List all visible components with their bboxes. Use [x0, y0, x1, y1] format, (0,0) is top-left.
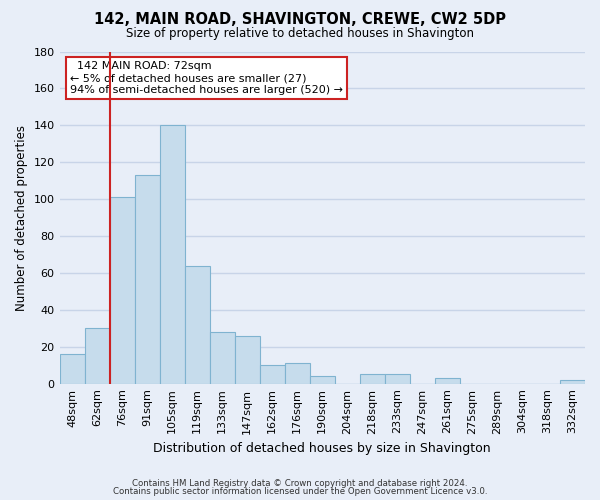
Bar	[59, 354, 85, 384]
Text: 142 MAIN ROAD: 72sqm  
← 5% of detached houses are smaller (27)
94% of semi-deta: 142 MAIN ROAD: 72sqm ← 5% of detached ho…	[70, 62, 343, 94]
Text: Size of property relative to detached houses in Shavington: Size of property relative to detached ho…	[126, 28, 474, 40]
Bar	[260, 365, 285, 384]
Y-axis label: Number of detached properties: Number of detached properties	[15, 124, 28, 310]
X-axis label: Distribution of detached houses by size in Shavington: Distribution of detached houses by size …	[154, 442, 491, 455]
Text: Contains HM Land Registry data © Crown copyright and database right 2024.: Contains HM Land Registry data © Crown c…	[132, 478, 468, 488]
Bar	[560, 380, 585, 384]
Bar	[110, 198, 134, 384]
Bar	[185, 266, 209, 384]
Bar	[285, 364, 310, 384]
Bar	[85, 328, 110, 384]
Bar	[209, 332, 235, 384]
Bar	[435, 378, 460, 384]
Bar	[385, 374, 410, 384]
Text: Contains public sector information licensed under the Open Government Licence v3: Contains public sector information licen…	[113, 487, 487, 496]
Bar	[160, 126, 185, 384]
Bar	[310, 376, 335, 384]
Text: 142, MAIN ROAD, SHAVINGTON, CREWE, CW2 5DP: 142, MAIN ROAD, SHAVINGTON, CREWE, CW2 5…	[94, 12, 506, 28]
Bar	[134, 175, 160, 384]
Bar	[360, 374, 385, 384]
Bar	[235, 336, 260, 384]
